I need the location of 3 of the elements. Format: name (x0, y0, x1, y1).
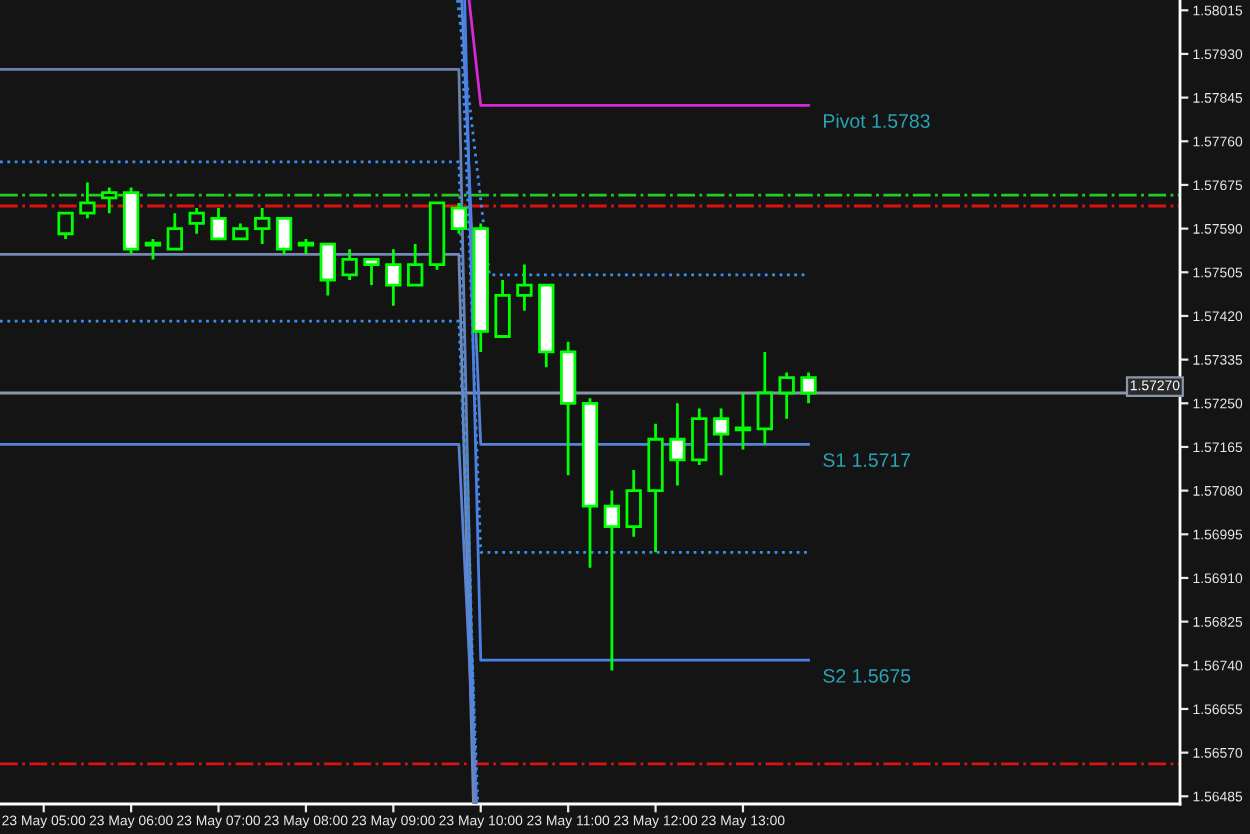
series-label: S1 1.5717 (823, 453, 911, 467)
series-label: Pivot 1.5783 (824, 113, 930, 128)
series-label: S2 1.5675 (823, 669, 911, 683)
